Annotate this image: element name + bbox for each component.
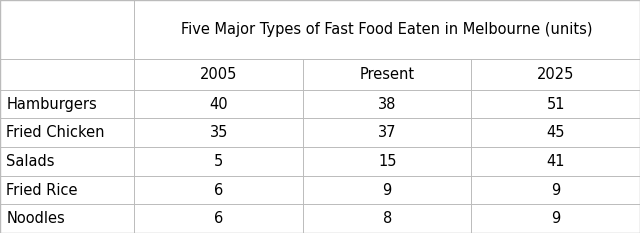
Text: 51: 51 xyxy=(547,96,565,112)
Text: 2005: 2005 xyxy=(200,67,237,82)
Text: 6: 6 xyxy=(214,211,223,226)
Text: 9: 9 xyxy=(551,182,561,198)
Text: 37: 37 xyxy=(378,125,396,140)
Text: 41: 41 xyxy=(547,154,565,169)
Text: 9: 9 xyxy=(383,182,392,198)
Text: Fried Chicken: Fried Chicken xyxy=(6,125,105,140)
Text: 38: 38 xyxy=(378,96,396,112)
Text: 40: 40 xyxy=(209,96,228,112)
Text: Hamburgers: Hamburgers xyxy=(6,96,97,112)
Text: Present: Present xyxy=(360,67,415,82)
Text: Salads: Salads xyxy=(6,154,55,169)
Text: 2025: 2025 xyxy=(537,67,575,82)
Text: Fried Rice: Fried Rice xyxy=(6,182,78,198)
Text: 5: 5 xyxy=(214,154,223,169)
Text: 8: 8 xyxy=(383,211,392,226)
Text: 9: 9 xyxy=(551,211,561,226)
Text: 35: 35 xyxy=(209,125,228,140)
Text: 45: 45 xyxy=(547,125,565,140)
Text: 15: 15 xyxy=(378,154,396,169)
Text: Noodles: Noodles xyxy=(6,211,65,226)
Text: Five Major Types of Fast Food Eaten in Melbourne (units): Five Major Types of Fast Food Eaten in M… xyxy=(182,22,593,37)
Text: 6: 6 xyxy=(214,182,223,198)
